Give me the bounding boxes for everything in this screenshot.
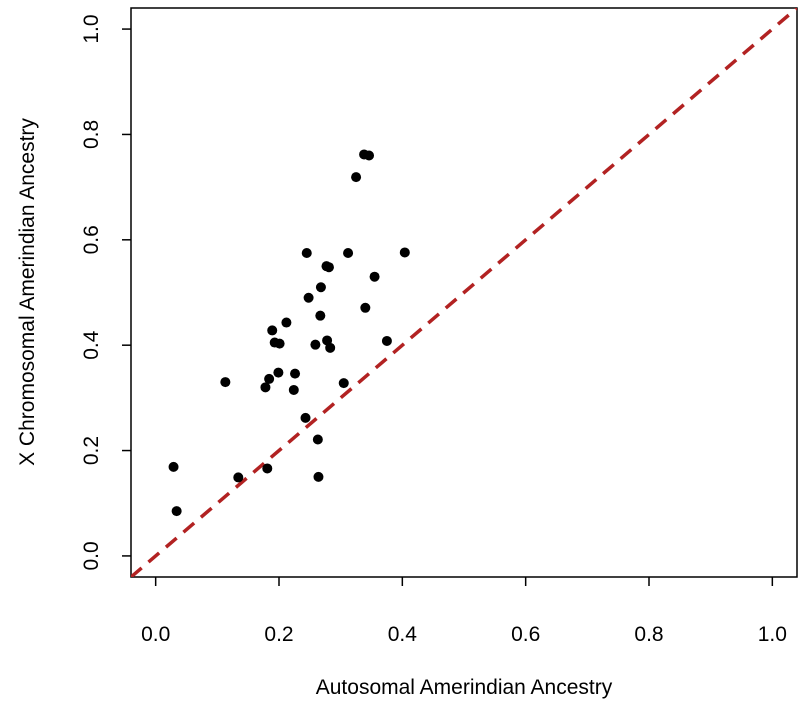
data-point	[264, 373, 275, 384]
data-point	[360, 302, 371, 313]
data-point	[313, 471, 324, 482]
data-point	[310, 339, 321, 350]
data-point	[338, 378, 349, 389]
data-point	[315, 310, 326, 321]
data-point	[303, 292, 314, 303]
x-tick-label: 0.8	[634, 623, 663, 646]
data-point	[301, 247, 312, 258]
data-point	[288, 384, 299, 395]
y-tick-label: 0.4	[80, 330, 103, 360]
data-point	[312, 434, 323, 445]
data-point	[168, 461, 179, 472]
x-tick-label: 0.4	[388, 623, 418, 646]
x-tick-label: 0.0	[141, 623, 170, 646]
data-point	[273, 367, 284, 378]
data-point	[274, 338, 285, 349]
plot-frame	[130, 7, 798, 578]
y-axis-title: X Chromosomal Amerindian Ancestry	[16, 118, 39, 466]
data-point	[281, 317, 292, 328]
y-tick-label: 0.8	[80, 120, 103, 149]
data-point	[315, 282, 326, 293]
data-point	[171, 506, 182, 517]
y-tick-label: 0.0	[80, 541, 103, 570]
y-tick-label: 0.2	[80, 436, 103, 465]
x-tick-label: 0.2	[264, 623, 293, 646]
data-point	[233, 472, 244, 483]
data-point	[369, 271, 380, 282]
data-point	[343, 247, 354, 258]
data-point	[290, 368, 301, 379]
data-point	[300, 412, 311, 423]
y-tick-label: 1.0	[80, 14, 103, 43]
x-tick-label: 0.6	[511, 623, 540, 646]
reference-line	[131, 8, 797, 577]
y-tick-label: 0.6	[80, 225, 103, 254]
data-point	[351, 172, 362, 183]
x-axis-title: Autosomal Amerindian Ancestry	[316, 676, 613, 699]
data-point	[364, 150, 375, 161]
data-point	[325, 342, 336, 353]
x-tick-label: 1.0	[758, 623, 787, 646]
data-point	[262, 463, 273, 474]
data-point	[399, 247, 410, 258]
data-point	[220, 377, 231, 388]
data-point	[381, 335, 392, 346]
data-point	[323, 262, 334, 273]
data-point	[267, 325, 278, 336]
data-point	[260, 382, 271, 393]
